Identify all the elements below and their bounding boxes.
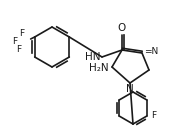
Text: =N: =N bbox=[144, 48, 158, 56]
Text: F: F bbox=[151, 111, 156, 121]
Text: F: F bbox=[16, 45, 21, 53]
Text: F: F bbox=[12, 37, 17, 47]
Text: F: F bbox=[19, 29, 24, 39]
Text: O: O bbox=[118, 23, 126, 33]
Text: H₂N: H₂N bbox=[89, 63, 109, 73]
Text: N: N bbox=[126, 84, 134, 94]
Text: HN: HN bbox=[84, 52, 100, 62]
